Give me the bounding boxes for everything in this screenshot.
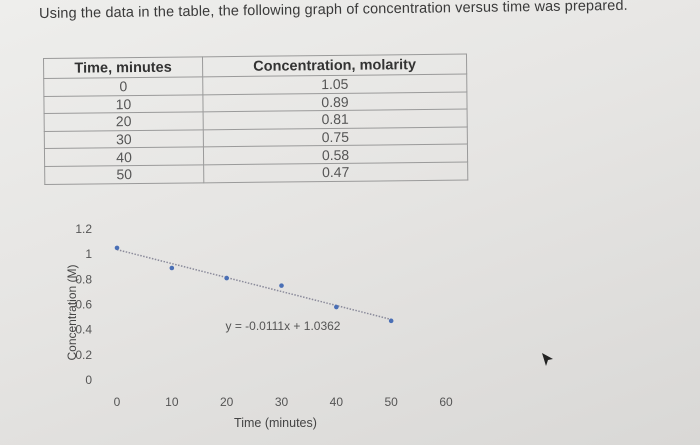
x-tick-label: 30 bbox=[275, 395, 289, 409]
data-point bbox=[169, 265, 175, 271]
y-tick-label: 1.2 bbox=[75, 222, 92, 236]
mouse-cursor-icon bbox=[542, 353, 553, 366]
y-tick-label: 0.2 bbox=[75, 348, 92, 362]
y-axis-title: Concentration (M) bbox=[65, 264, 79, 360]
data-point bbox=[334, 304, 339, 310]
y-tick-label: 0.8 bbox=[75, 272, 92, 286]
y-tick-label: 0.4 bbox=[75, 323, 92, 337]
x-tick-label: 10 bbox=[165, 395, 179, 409]
data-point bbox=[388, 318, 394, 324]
data-point bbox=[114, 245, 120, 251]
data-point bbox=[279, 283, 284, 288]
x-tick-label: 0 bbox=[114, 395, 121, 409]
x-tick-label: 60 bbox=[439, 395, 453, 409]
x-axis-title: Time (minutes) bbox=[234, 416, 317, 430]
trendline bbox=[116, 248, 392, 321]
x-tick-label: 40 bbox=[330, 395, 344, 409]
x-tick-label: 20 bbox=[220, 395, 234, 409]
data-point bbox=[224, 275, 229, 281]
x-tick-label: 50 bbox=[384, 395, 398, 409]
y-tick-label: 1 bbox=[85, 247, 92, 261]
trendline-equation: y = -0.0111x + 1.0362 bbox=[226, 319, 341, 333]
y-tick-label: 0 bbox=[85, 373, 92, 387]
y-tick-label: 0.6 bbox=[75, 298, 92, 312]
